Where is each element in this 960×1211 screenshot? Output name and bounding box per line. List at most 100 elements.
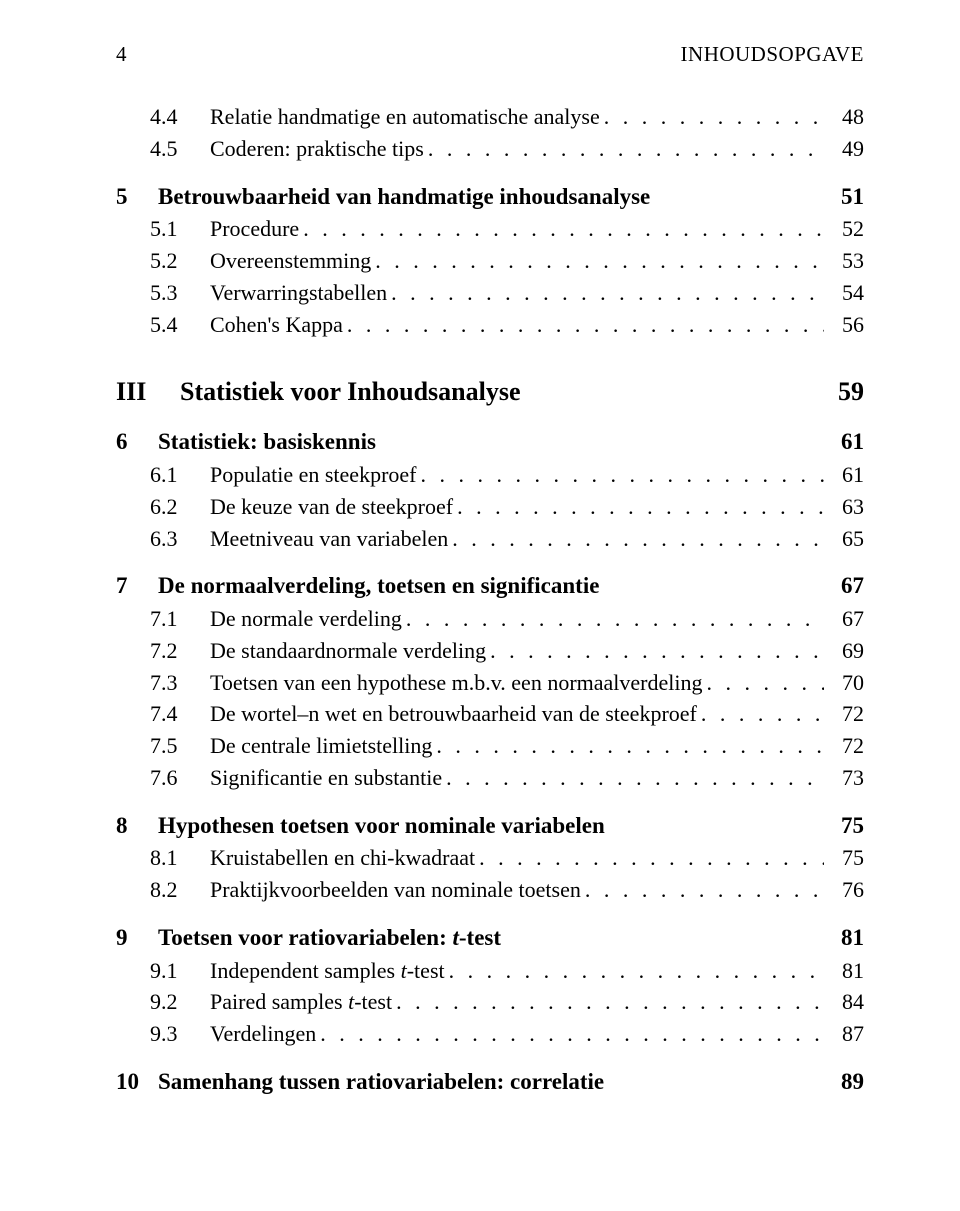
toc-title: Cohen's Kappa bbox=[210, 309, 343, 341]
toc-entry: 7.2De standaardnormale verdeling . . . .… bbox=[116, 635, 864, 667]
toc-leader-dots: . . . . . . . . . . . . . . . . . . . . … bbox=[417, 459, 825, 491]
toc-page: 53 bbox=[824, 245, 864, 277]
toc-entry: 6.3Meetniveau van variabelen . . . . . .… bbox=[116, 523, 864, 555]
toc-page: 65 bbox=[824, 523, 864, 555]
toc-entry: 4.5Coderen: praktische tips . . . . . . … bbox=[116, 133, 864, 165]
toc-leader-dots: . . . . . . . . . . . . . . . . . . . . … bbox=[600, 101, 824, 133]
toc-title: Betrouwbaarheid van handmatige inhoudsan… bbox=[158, 180, 650, 213]
toc-title: Toetsen voor ratiovariabelen: t-test bbox=[158, 921, 501, 954]
toc-leader-dots: . . . . . . . . . . . . . . . . . . . . … bbox=[697, 698, 824, 730]
toc-entry: 5.1Procedure . . . . . . . . . . . . . .… bbox=[116, 213, 864, 245]
toc-number: 10 bbox=[116, 1065, 158, 1098]
toc-leader-dots: . . . . . . . . . . . . . . . . . . . . … bbox=[402, 603, 824, 635]
toc-leader-dots: . . . . . . . . . . . . . . . . . . . . … bbox=[581, 874, 824, 906]
toc-line: 9.1Independent samples t-test . . . . . … bbox=[150, 955, 864, 987]
page: 4 INHOUDSOPGAVE 4.4Relatie handmatige en… bbox=[0, 0, 960, 1211]
toc-line: 7.4De wortel–n wet en betrouwbaarheid va… bbox=[150, 698, 864, 730]
toc-line: 5.1Procedure . . . . . . . . . . . . . .… bbox=[150, 213, 864, 245]
toc-line: 10Samenhang tussen ratiovariabelen: corr… bbox=[116, 1065, 864, 1098]
toc-page: 75 bbox=[824, 842, 864, 874]
toc-number: 7.3 bbox=[150, 667, 210, 699]
toc-entry: 8.1Kruistabellen en chi-kwadraat . . . .… bbox=[116, 842, 864, 874]
toc-line: 9.3Verdelingen . . . . . . . . . . . . .… bbox=[150, 1018, 864, 1050]
toc-page: 87 bbox=[824, 1018, 864, 1050]
toc-line: 5.2Overeenstemming . . . . . . . . . . .… bbox=[150, 245, 864, 277]
toc-line: 8.1Kruistabellen en chi-kwadraat . . . .… bbox=[150, 842, 864, 874]
toc-leader-dots: . . . . . . . . . . . . . . . . . . . . … bbox=[299, 213, 824, 245]
toc-title: De centrale limietstelling bbox=[210, 730, 432, 762]
toc-leader-dots: . . . . . . . . . . . . . . . . . . . . … bbox=[445, 955, 824, 987]
toc-page: 84 bbox=[824, 986, 864, 1018]
toc-number: 9 bbox=[116, 921, 158, 954]
toc-entry: 7.6Significantie en substantie . . . . .… bbox=[116, 762, 864, 794]
toc-page: 61 bbox=[824, 459, 864, 491]
toc-entry: 5.3Verwarringstabellen . . . . . . . . .… bbox=[116, 277, 864, 309]
toc-page: 61 bbox=[824, 425, 864, 458]
running-head: 4 INHOUDSOPGAVE bbox=[116, 42, 864, 67]
toc-title: Meetniveau van variabelen bbox=[210, 523, 448, 555]
toc-entry: 5.2Overeenstemming . . . . . . . . . . .… bbox=[116, 245, 864, 277]
toc-page: 81 bbox=[824, 955, 864, 987]
toc-number: 7 bbox=[116, 569, 158, 602]
toc-title: De wortel–n wet en betrouwbaarheid van d… bbox=[210, 698, 697, 730]
toc-leader-dots: . . . . . . . . . . . . . . . . . . . . … bbox=[343, 309, 824, 341]
toc-line: 7De normaalverdeling, toetsen en signifi… bbox=[116, 569, 864, 602]
toc-page: 72 bbox=[824, 730, 864, 762]
toc-title: Overeenstemming bbox=[210, 245, 371, 277]
toc-line: 8.2Praktijkvoorbeelden van nominale toet… bbox=[150, 874, 864, 906]
toc-number: 8 bbox=[116, 809, 158, 842]
toc-line: 6Statistiek: basiskennis61 bbox=[116, 425, 864, 458]
toc-title: Procedure bbox=[210, 213, 299, 245]
toc-line: 6.1Populatie en steekproef . . . . . . .… bbox=[150, 459, 864, 491]
toc-page: 73 bbox=[824, 762, 864, 794]
toc-line: 5.3Verwarringstabellen . . . . . . . . .… bbox=[150, 277, 864, 309]
toc-page: 63 bbox=[824, 491, 864, 523]
toc-entry: 7.5De centrale limietstelling . . . . . … bbox=[116, 730, 864, 762]
toc-number: 4.5 bbox=[150, 133, 210, 165]
toc-number: 7.5 bbox=[150, 730, 210, 762]
toc-title: De keuze van de steekproef bbox=[210, 491, 453, 523]
toc-number: 7.1 bbox=[150, 603, 210, 635]
toc-page: 67 bbox=[824, 569, 864, 602]
toc-title: De standaardnormale verdeling bbox=[210, 635, 486, 667]
toc-number: 7.4 bbox=[150, 698, 210, 730]
toc-line: 7.3Toetsen van een hypothese m.b.v. een … bbox=[150, 667, 864, 699]
toc-leader-dots: . . . . . . . . . . . . . . . . . . . . … bbox=[453, 491, 824, 523]
toc-number: 4.4 bbox=[150, 101, 210, 133]
toc-entry: 9.2Paired samples t-test . . . . . . . .… bbox=[116, 986, 864, 1018]
toc-line: 9Toetsen voor ratiovariabelen: t-test 81 bbox=[116, 921, 864, 954]
toc-title: Relatie handmatige en automatische analy… bbox=[210, 101, 600, 133]
toc-entry: 7.1De normale verdeling . . . . . . . . … bbox=[116, 603, 864, 635]
toc-entry: 9.1Independent samples t-test . . . . . … bbox=[116, 955, 864, 987]
toc-title: De normale verdeling bbox=[210, 603, 402, 635]
toc-page: 76 bbox=[824, 874, 864, 906]
toc-page: 72 bbox=[824, 698, 864, 730]
toc-title: Toetsen van een hypothese m.b.v. een nor… bbox=[210, 667, 702, 699]
toc-entry: 8Hypothesen toetsen voor nominale variab… bbox=[116, 809, 864, 842]
toc-line: 7.1De normale verdeling . . . . . . . . … bbox=[150, 603, 864, 635]
toc-entry: 5.4Cohen's Kappa . . . . . . . . . . . .… bbox=[116, 309, 864, 341]
toc-leader-dots: . . . . . . . . . . . . . . . . . . . . … bbox=[442, 762, 824, 794]
toc-leader-dots: . . . . . . . . . . . . . . . . . . . . … bbox=[475, 842, 824, 874]
toc-number: 6 bbox=[116, 425, 158, 458]
toc-page: 56 bbox=[824, 309, 864, 341]
toc-number: 8.1 bbox=[150, 842, 210, 874]
toc-title: Kruistabellen en chi-kwadraat bbox=[210, 842, 475, 874]
toc-line: IIIStatistiek voor Inhoudsanalyse59 bbox=[116, 373, 864, 411]
toc-page: 51 bbox=[824, 180, 864, 213]
toc-leader-dots: . . . . . . . . . . . . . . . . . . . . … bbox=[387, 277, 824, 309]
running-title: INHOUDSOPGAVE bbox=[681, 42, 864, 67]
toc-number: 7.6 bbox=[150, 762, 210, 794]
toc-page: 75 bbox=[824, 809, 864, 842]
toc-line: 7.5De centrale limietstelling . . . . . … bbox=[150, 730, 864, 762]
toc-number: 7.2 bbox=[150, 635, 210, 667]
toc-line: 6.3Meetniveau van variabelen . . . . . .… bbox=[150, 523, 864, 555]
toc-title: Praktijkvoorbeelden van nominale toetsen bbox=[210, 874, 581, 906]
toc-page: 67 bbox=[824, 603, 864, 635]
toc-leader-dots: . . . . . . . . . . . . . . . . . . . . … bbox=[448, 523, 824, 555]
toc-leader-dots: . . . . . . . . . . . . . . . . . . . . … bbox=[392, 986, 824, 1018]
toc-page: 81 bbox=[824, 921, 864, 954]
toc-line: 7.2De standaardnormale verdeling . . . .… bbox=[150, 635, 864, 667]
toc-leader-dots: . . . . . . . . . . . . . . . . . . . . … bbox=[371, 245, 824, 277]
toc-leader-dots: . . . . . . . . . . . . . . . . . . . . … bbox=[432, 730, 824, 762]
